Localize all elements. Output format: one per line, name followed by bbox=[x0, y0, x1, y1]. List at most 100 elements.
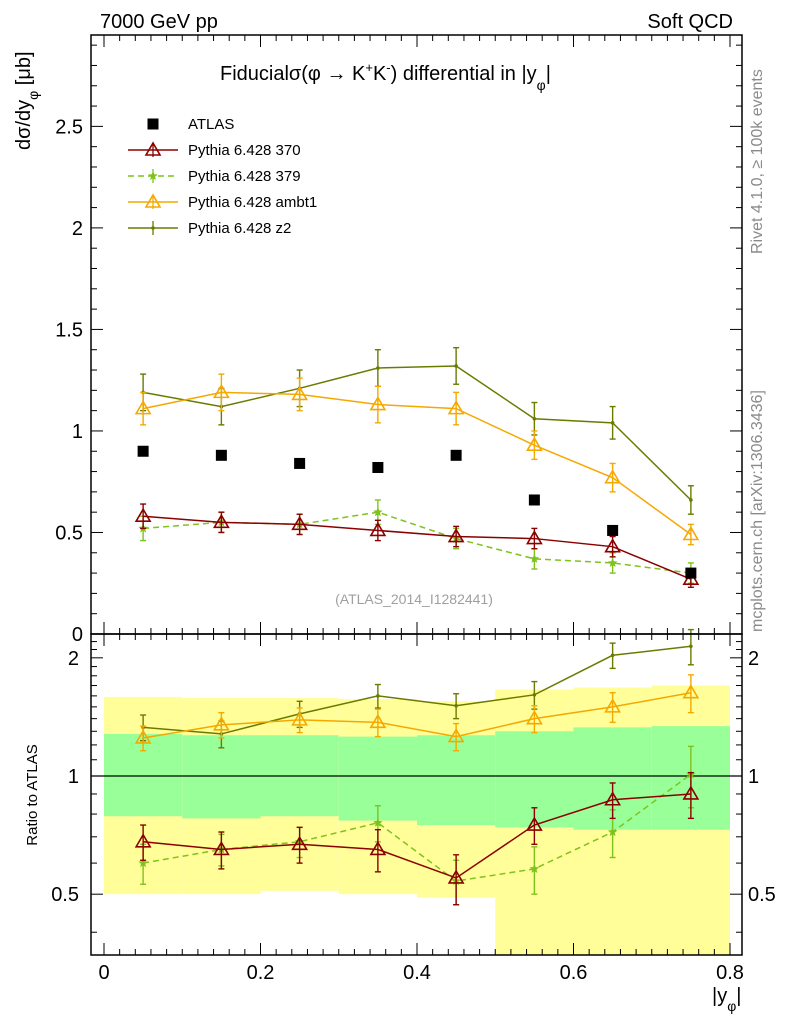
main-point-atlas-1 bbox=[215, 449, 227, 461]
main-point-z2-6 bbox=[610, 421, 615, 425]
axes-frames: 0 0.5 1 1.5 2 2.5 0 0.2 0.4 0.6 0.8 0.5 0.5 1 1 2 2 bbox=[51, 34, 776, 984]
main-point-p370-5 bbox=[525, 529, 543, 545]
legend: ATLAS Pythia 6.428 370 Pythia 6.428 379 Pyt… bbox=[128, 116, 317, 237]
legend-entry-p379: Pythia 6.428 379 bbox=[128, 168, 301, 185]
main-series-ambt1 bbox=[134, 373, 700, 546]
ratio-point-p379-5 bbox=[529, 863, 540, 873]
main-point-ambt1-5 bbox=[525, 436, 543, 451]
main-point-ambt1-6 bbox=[604, 469, 622, 484]
ratio-point-z2-3 bbox=[376, 694, 380, 698]
ratio-series-ambt1 bbox=[134, 674, 700, 752]
main-point-atlas-5 bbox=[528, 494, 540, 506]
ratio-point-p370-2 bbox=[291, 835, 309, 851]
legend-entry-z2: Pythia 6.428 z2 bbox=[128, 220, 291, 237]
ratio-ytick-label-right: 0.5 bbox=[748, 884, 776, 906]
ratio-ytick-label-right: 1 bbox=[748, 766, 759, 788]
ratio-point-ambt1-6 bbox=[604, 698, 622, 713]
ratio-point-p379-6 bbox=[607, 827, 618, 837]
legend-label-p370: Pythia 6.428 370 bbox=[188, 142, 301, 159]
ratio-xtick-label: 0.6 bbox=[560, 962, 588, 984]
xlabel: |yφ| bbox=[712, 985, 741, 1014]
ratio-point-p370-4 bbox=[447, 869, 465, 884]
main-point-z2-5 bbox=[532, 416, 537, 421]
main-point-atlas-3 bbox=[372, 461, 384, 473]
main-ytick-label: 2 bbox=[72, 218, 83, 240]
main-point-z2-4 bbox=[454, 364, 458, 368]
rivet-label: Rivet 4.1.0, ≥ 100k events bbox=[749, 69, 766, 254]
ratio-point-p370-0 bbox=[134, 833, 152, 848]
ratio-series-p370 bbox=[134, 771, 700, 906]
main-point-p370-1 bbox=[212, 513, 230, 529]
main-series-atlas bbox=[137, 445, 697, 579]
main-point-atlas-4 bbox=[450, 449, 462, 461]
legend-marker-p370 bbox=[144, 141, 162, 156]
ratio-plot-area bbox=[91, 628, 742, 906]
legend-marker-z2 bbox=[151, 226, 155, 230]
main-title: Fiducialσ(φ → K+K-) differential in |yφ| bbox=[220, 60, 551, 93]
analysis-label: (ATLAS_2014_I1282441) bbox=[335, 591, 493, 607]
main-series-z2 bbox=[140, 346, 694, 515]
main-point-atlas-6 bbox=[607, 524, 619, 536]
ratio-ytick-label-left: 1 bbox=[68, 766, 79, 788]
main-ytick-label: 0 bbox=[72, 624, 83, 646]
ratio-point-p370-5 bbox=[525, 816, 543, 831]
legend-marker-p379 bbox=[148, 171, 158, 180]
ratio-point-p370-7 bbox=[682, 785, 700, 800]
main-plot-area bbox=[134, 346, 700, 588]
mcplots-label: mcplots.cern.ch [arXiv:1306.3436] bbox=[749, 390, 766, 632]
main-point-ambt1-1 bbox=[212, 383, 230, 399]
main-ytick-label: 2.5 bbox=[55, 116, 83, 138]
ratio-point-p379-3 bbox=[373, 817, 383, 827]
ratio-ylabel: Ratio to ATLAS bbox=[24, 744, 41, 845]
ratio-point-ambt1-2 bbox=[291, 711, 309, 726]
main-point-p370-6 bbox=[604, 538, 622, 553]
main-line-z2 bbox=[142, 365, 692, 501]
legend-label-atlas: ATLAS bbox=[188, 116, 234, 133]
main-point-p370-3 bbox=[369, 521, 387, 537]
legend-entry-atlas: ATLAS bbox=[147, 116, 234, 133]
ratio-point-z2-7 bbox=[689, 644, 693, 649]
ratio-xtick-label: 0 bbox=[98, 962, 109, 984]
main-series-p370 bbox=[134, 503, 700, 588]
ratio-point-ambt1-7 bbox=[682, 684, 700, 699]
ratio-point-p370-1 bbox=[212, 840, 230, 856]
ratio-point-z2-4 bbox=[454, 703, 458, 708]
ratio-ytick-label-left: 2 bbox=[68, 648, 79, 670]
ratio-line-p370 bbox=[143, 793, 691, 879]
ratio-point-ambt1-3 bbox=[369, 713, 387, 729]
ratio-point-z2-6 bbox=[610, 653, 615, 658]
main-ytick-label: 1 bbox=[72, 421, 83, 443]
band-inner-1 bbox=[182, 735, 261, 819]
main-ylabel: dσ/dyφ [μb] bbox=[13, 51, 41, 150]
main-ytick-label: 0.5 bbox=[55, 522, 83, 544]
main-point-p370-0 bbox=[134, 507, 152, 523]
ratio-point-p379-0 bbox=[138, 858, 148, 868]
main-point-ambt1-4 bbox=[447, 400, 465, 415]
ratio-point-ambt1-0 bbox=[134, 729, 152, 744]
main-point-z2-3 bbox=[376, 366, 380, 370]
ratio-point-ambt1-5 bbox=[525, 710, 543, 725]
main-point-ambt1-2 bbox=[291, 385, 309, 401]
ratio-xtick-label: 0.4 bbox=[403, 962, 431, 984]
legend-label-p379: Pythia 6.428 379 bbox=[188, 168, 301, 185]
header-left: 7000 GeV pp bbox=[100, 11, 218, 33]
main-point-p370-2 bbox=[291, 515, 309, 531]
main-ytick-label: 1.5 bbox=[55, 319, 83, 341]
legend-marker-ambt1 bbox=[144, 193, 162, 208]
main-point-atlas-7 bbox=[685, 567, 697, 579]
legend-entry-p370: Pythia 6.428 370 bbox=[128, 141, 301, 159]
ratio-ytick-label-right: 2 bbox=[748, 648, 759, 670]
ratio-point-p370-3 bbox=[369, 840, 387, 856]
ratio-uncertainty-bands bbox=[104, 685, 730, 955]
legend-label-ambt1: Pythia 6.428 ambt1 bbox=[188, 194, 317, 211]
ratio-point-ambt1-4 bbox=[447, 728, 465, 743]
ratio-point-ambt1-1 bbox=[212, 716, 230, 731]
main-point-atlas-2 bbox=[294, 457, 306, 469]
main-point-p379-3 bbox=[373, 507, 383, 517]
main-point-z2-7 bbox=[689, 498, 693, 502]
legend-marker-atlas bbox=[147, 118, 159, 130]
legend-label-z2: Pythia 6.428 z2 bbox=[188, 220, 291, 237]
ratio-ytick-label-left: 0.5 bbox=[51, 884, 79, 906]
legend-entry-ambt1: Pythia 6.428 ambt1 bbox=[128, 193, 317, 211]
